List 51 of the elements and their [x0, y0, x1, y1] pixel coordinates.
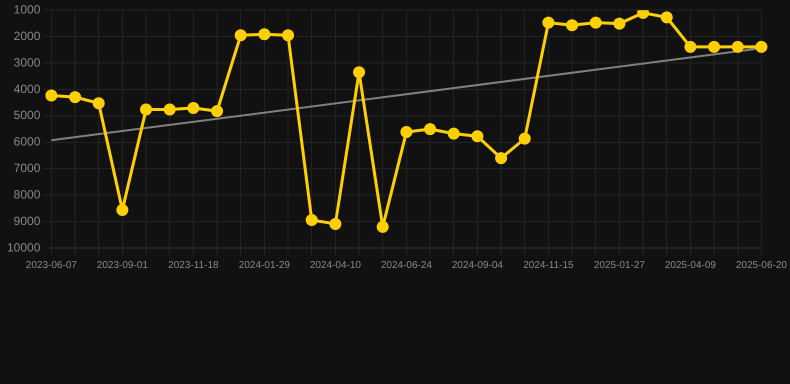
- point: [708, 40, 720, 53]
- point: [684, 40, 696, 53]
- x-tick-label: 2023-09-01: [96, 260, 148, 271]
- point: [376, 220, 389, 233]
- point: [613, 18, 626, 30]
- x-tick-label: 2024-11-15: [523, 260, 574, 271]
- point: [542, 16, 554, 29]
- x-tick-label: 2025-04-09: [664, 260, 716, 271]
- point: [187, 102, 200, 114]
- point: [660, 11, 673, 24]
- y-tick-label: 1000: [14, 2, 41, 17]
- point: [755, 40, 768, 53]
- y-tick-label: 10000: [6, 240, 41, 254]
- point: [732, 40, 744, 53]
- x-tick-label: 2023-11-18: [168, 260, 220, 271]
- point: [353, 66, 366, 78]
- point: [329, 218, 342, 230]
- point: [164, 104, 176, 116]
- point: [92, 97, 105, 110]
- x-tick-label: 2025-06-20: [736, 260, 788, 271]
- y-tick-label: 9000: [14, 214, 41, 228]
- x-tick-label: 2024-01-29: [238, 260, 290, 271]
- point: [566, 19, 578, 32]
- y-tick-label: 8000: [14, 187, 41, 202]
- y-tick-label: 7000: [14, 161, 41, 176]
- point: [495, 152, 508, 164]
- point: [45, 90, 58, 102]
- point: [400, 126, 412, 138]
- x-tick-label: 2024-04-10: [310, 260, 362, 271]
- point: [282, 29, 294, 42]
- point: [116, 204, 128, 216]
- point: [69, 91, 82, 104]
- point: [234, 29, 247, 42]
- y-tick-label: 3000: [14, 55, 41, 70]
- point: [590, 16, 602, 29]
- y-tick-label: 2000: [14, 28, 41, 43]
- point: [424, 123, 436, 136]
- point: [211, 105, 224, 118]
- point: [448, 128, 460, 140]
- x-tick-label: 2024-06-24: [380, 260, 432, 271]
- y-tick-label: 4000: [14, 82, 41, 96]
- y-tick-label: 6000: [14, 134, 41, 149]
- point: [306, 214, 318, 226]
- x-tick-label: 2025-01-27: [594, 260, 646, 271]
- point: [258, 28, 270, 40]
- x-tick-label: 2023-06-07: [26, 260, 78, 271]
- x-tick-label: 2024-09-04: [452, 260, 504, 271]
- point: [471, 130, 484, 142]
- y-tick-label: 5000: [14, 108, 41, 122]
- point: [140, 104, 152, 116]
- point: [518, 132, 531, 145]
